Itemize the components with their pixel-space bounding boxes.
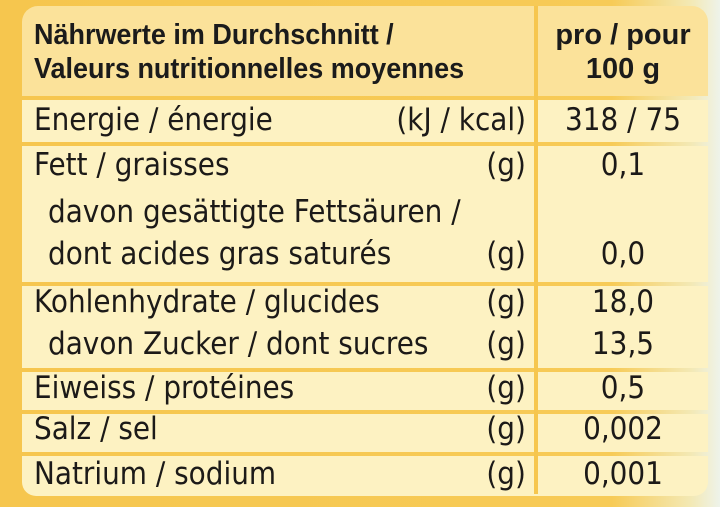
row-label-line2: dont acides gras saturés: [48, 236, 392, 272]
table-header: Nährwerte im Durchschnitt / Valeurs nutr…: [22, 6, 708, 96]
row-value: 0,5: [600, 370, 646, 406]
row-label: Fett / graisses: [34, 147, 230, 183]
row-label-line1: Kohlenhydrate / glucides: [34, 284, 380, 320]
row-label: Salz / sel: [34, 411, 158, 447]
row-unit: (g): [486, 456, 526, 492]
row-unit: (g): [486, 370, 526, 406]
table-row-saturated-fat: davon gesättigte Fettsäuren / dont acide…: [22, 188, 708, 282]
header-title-de: Nährwerte im Durchschnitt /: [34, 19, 394, 51]
row-unit: (g): [486, 147, 526, 183]
row-label: Eiweiss / protéines: [34, 370, 295, 406]
row-label: Energie / énergie: [34, 102, 273, 138]
row-unit: (g): [486, 236, 526, 272]
header-per-amount: 100 g: [585, 53, 661, 85]
table-row-carbohydrates: Kohlenhydrate / glucides (g) 18,0 davon …: [22, 284, 708, 368]
row-label-line2: davon Zucker / dont sucres: [48, 326, 429, 362]
row-value: 0,1: [600, 147, 646, 183]
header-per-label: pro / pour: [555, 19, 691, 51]
row-value-sugar: 13,5: [591, 326, 655, 362]
table-row-protein: Eiweiss / protéines (g) 0,5: [22, 370, 708, 410]
table-row-salt: Salz / sel (g) 0,002: [22, 411, 708, 452]
row-unit-sugar: (g): [486, 326, 526, 362]
column-divider: [534, 6, 538, 494]
row-value: 0,001: [583, 456, 663, 492]
header-per-100g: pro / pour 100 g: [538, 18, 708, 86]
table-row-sodium: Natrium / sodium (g) 0,001: [22, 456, 708, 496]
row-label: Natrium / sodium: [34, 456, 277, 492]
row-value: 318 / 75: [565, 102, 681, 138]
header-title: Nährwerte im Durchschnitt / Valeurs nutr…: [34, 18, 464, 86]
row-unit-carbs: (g): [486, 284, 526, 320]
row-unit: (g): [486, 411, 526, 447]
row-unit: (kJ / kcal): [396, 102, 526, 138]
row-value-carbs: 18,0: [591, 284, 655, 320]
table-row-energy: Energie / énergie (kJ / kcal) 318 / 75: [22, 100, 708, 142]
table-row-fat: Fett / graisses (g) 0,1: [22, 146, 708, 188]
row-label-line1: davon gesättigte Fettsäuren /: [48, 194, 461, 230]
nutrition-table: Nährwerte im Durchschnitt / Valeurs nutr…: [22, 6, 712, 496]
row-value: 0,002: [583, 411, 663, 447]
header-title-fr: Valeurs nutritionnelles moyennes: [34, 53, 465, 85]
row-value: 0,0: [600, 236, 646, 272]
